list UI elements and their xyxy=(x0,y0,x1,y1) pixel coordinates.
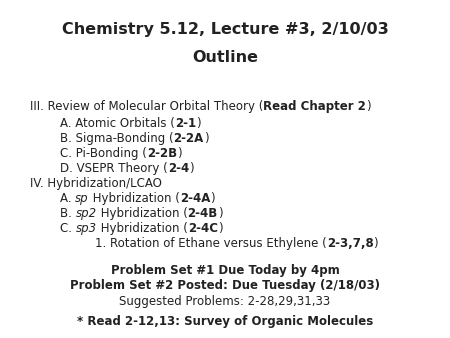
Text: III. Review of Molecular Orbital Theory (: III. Review of Molecular Orbital Theory … xyxy=(30,100,263,113)
Text: ): ) xyxy=(177,147,182,160)
Text: ): ) xyxy=(189,162,194,175)
Text: IV. Hybridization/LCAO: IV. Hybridization/LCAO xyxy=(30,177,162,190)
Text: 2-4B: 2-4B xyxy=(188,207,218,220)
Text: Problem Set #1 Due Today by 4pm: Problem Set #1 Due Today by 4pm xyxy=(111,264,339,277)
Text: ): ) xyxy=(210,192,215,205)
Text: Hybridization (: Hybridization ( xyxy=(89,192,180,205)
Text: 2-1: 2-1 xyxy=(175,117,196,130)
Text: Hybridization (: Hybridization ( xyxy=(97,207,188,220)
Text: 1. Rotation of Ethane versus Ethylene (: 1. Rotation of Ethane versus Ethylene ( xyxy=(95,237,327,250)
Text: sp: sp xyxy=(75,192,89,205)
Text: ): ) xyxy=(366,100,371,113)
Text: C.: C. xyxy=(60,222,76,235)
Text: 2-2A: 2-2A xyxy=(174,132,204,145)
Text: ): ) xyxy=(218,207,222,220)
Text: 2-4C: 2-4C xyxy=(188,222,218,235)
Text: B. Sigma-Bonding (: B. Sigma-Bonding ( xyxy=(60,132,174,145)
Text: Chemistry 5.12, Lecture #3, 2/10/03: Chemistry 5.12, Lecture #3, 2/10/03 xyxy=(62,22,388,37)
Text: 2-4: 2-4 xyxy=(168,162,189,175)
Text: ): ) xyxy=(218,222,222,235)
Text: A. Atomic Orbitals (: A. Atomic Orbitals ( xyxy=(60,117,175,130)
Text: * Read 2-12,13: Survey of Organic Molecules: * Read 2-12,13: Survey of Organic Molecu… xyxy=(77,315,373,328)
Text: A.: A. xyxy=(60,192,75,205)
Text: ): ) xyxy=(204,132,208,145)
Text: C. Pi-Bonding (: C. Pi-Bonding ( xyxy=(60,147,147,160)
Text: sp3: sp3 xyxy=(76,222,97,235)
Text: Problem Set #2 Posted: Due Tuesday (2/18/03): Problem Set #2 Posted: Due Tuesday (2/18… xyxy=(70,279,380,292)
Text: D. VSEPR Theory (: D. VSEPR Theory ( xyxy=(60,162,168,175)
Text: 2-4A: 2-4A xyxy=(180,192,210,205)
Text: sp2: sp2 xyxy=(76,207,97,220)
Text: 2-3,7,8: 2-3,7,8 xyxy=(327,237,374,250)
Text: B.: B. xyxy=(60,207,76,220)
Text: ): ) xyxy=(196,117,201,130)
Text: 2-2B: 2-2B xyxy=(147,147,177,160)
Text: Suggested Problems: 2-28,29,31,33: Suggested Problems: 2-28,29,31,33 xyxy=(119,295,331,308)
Text: ): ) xyxy=(374,237,378,250)
Text: Read Chapter 2: Read Chapter 2 xyxy=(263,100,366,113)
Text: Hybridization (: Hybridization ( xyxy=(97,222,188,235)
Text: Outline: Outline xyxy=(192,50,258,65)
